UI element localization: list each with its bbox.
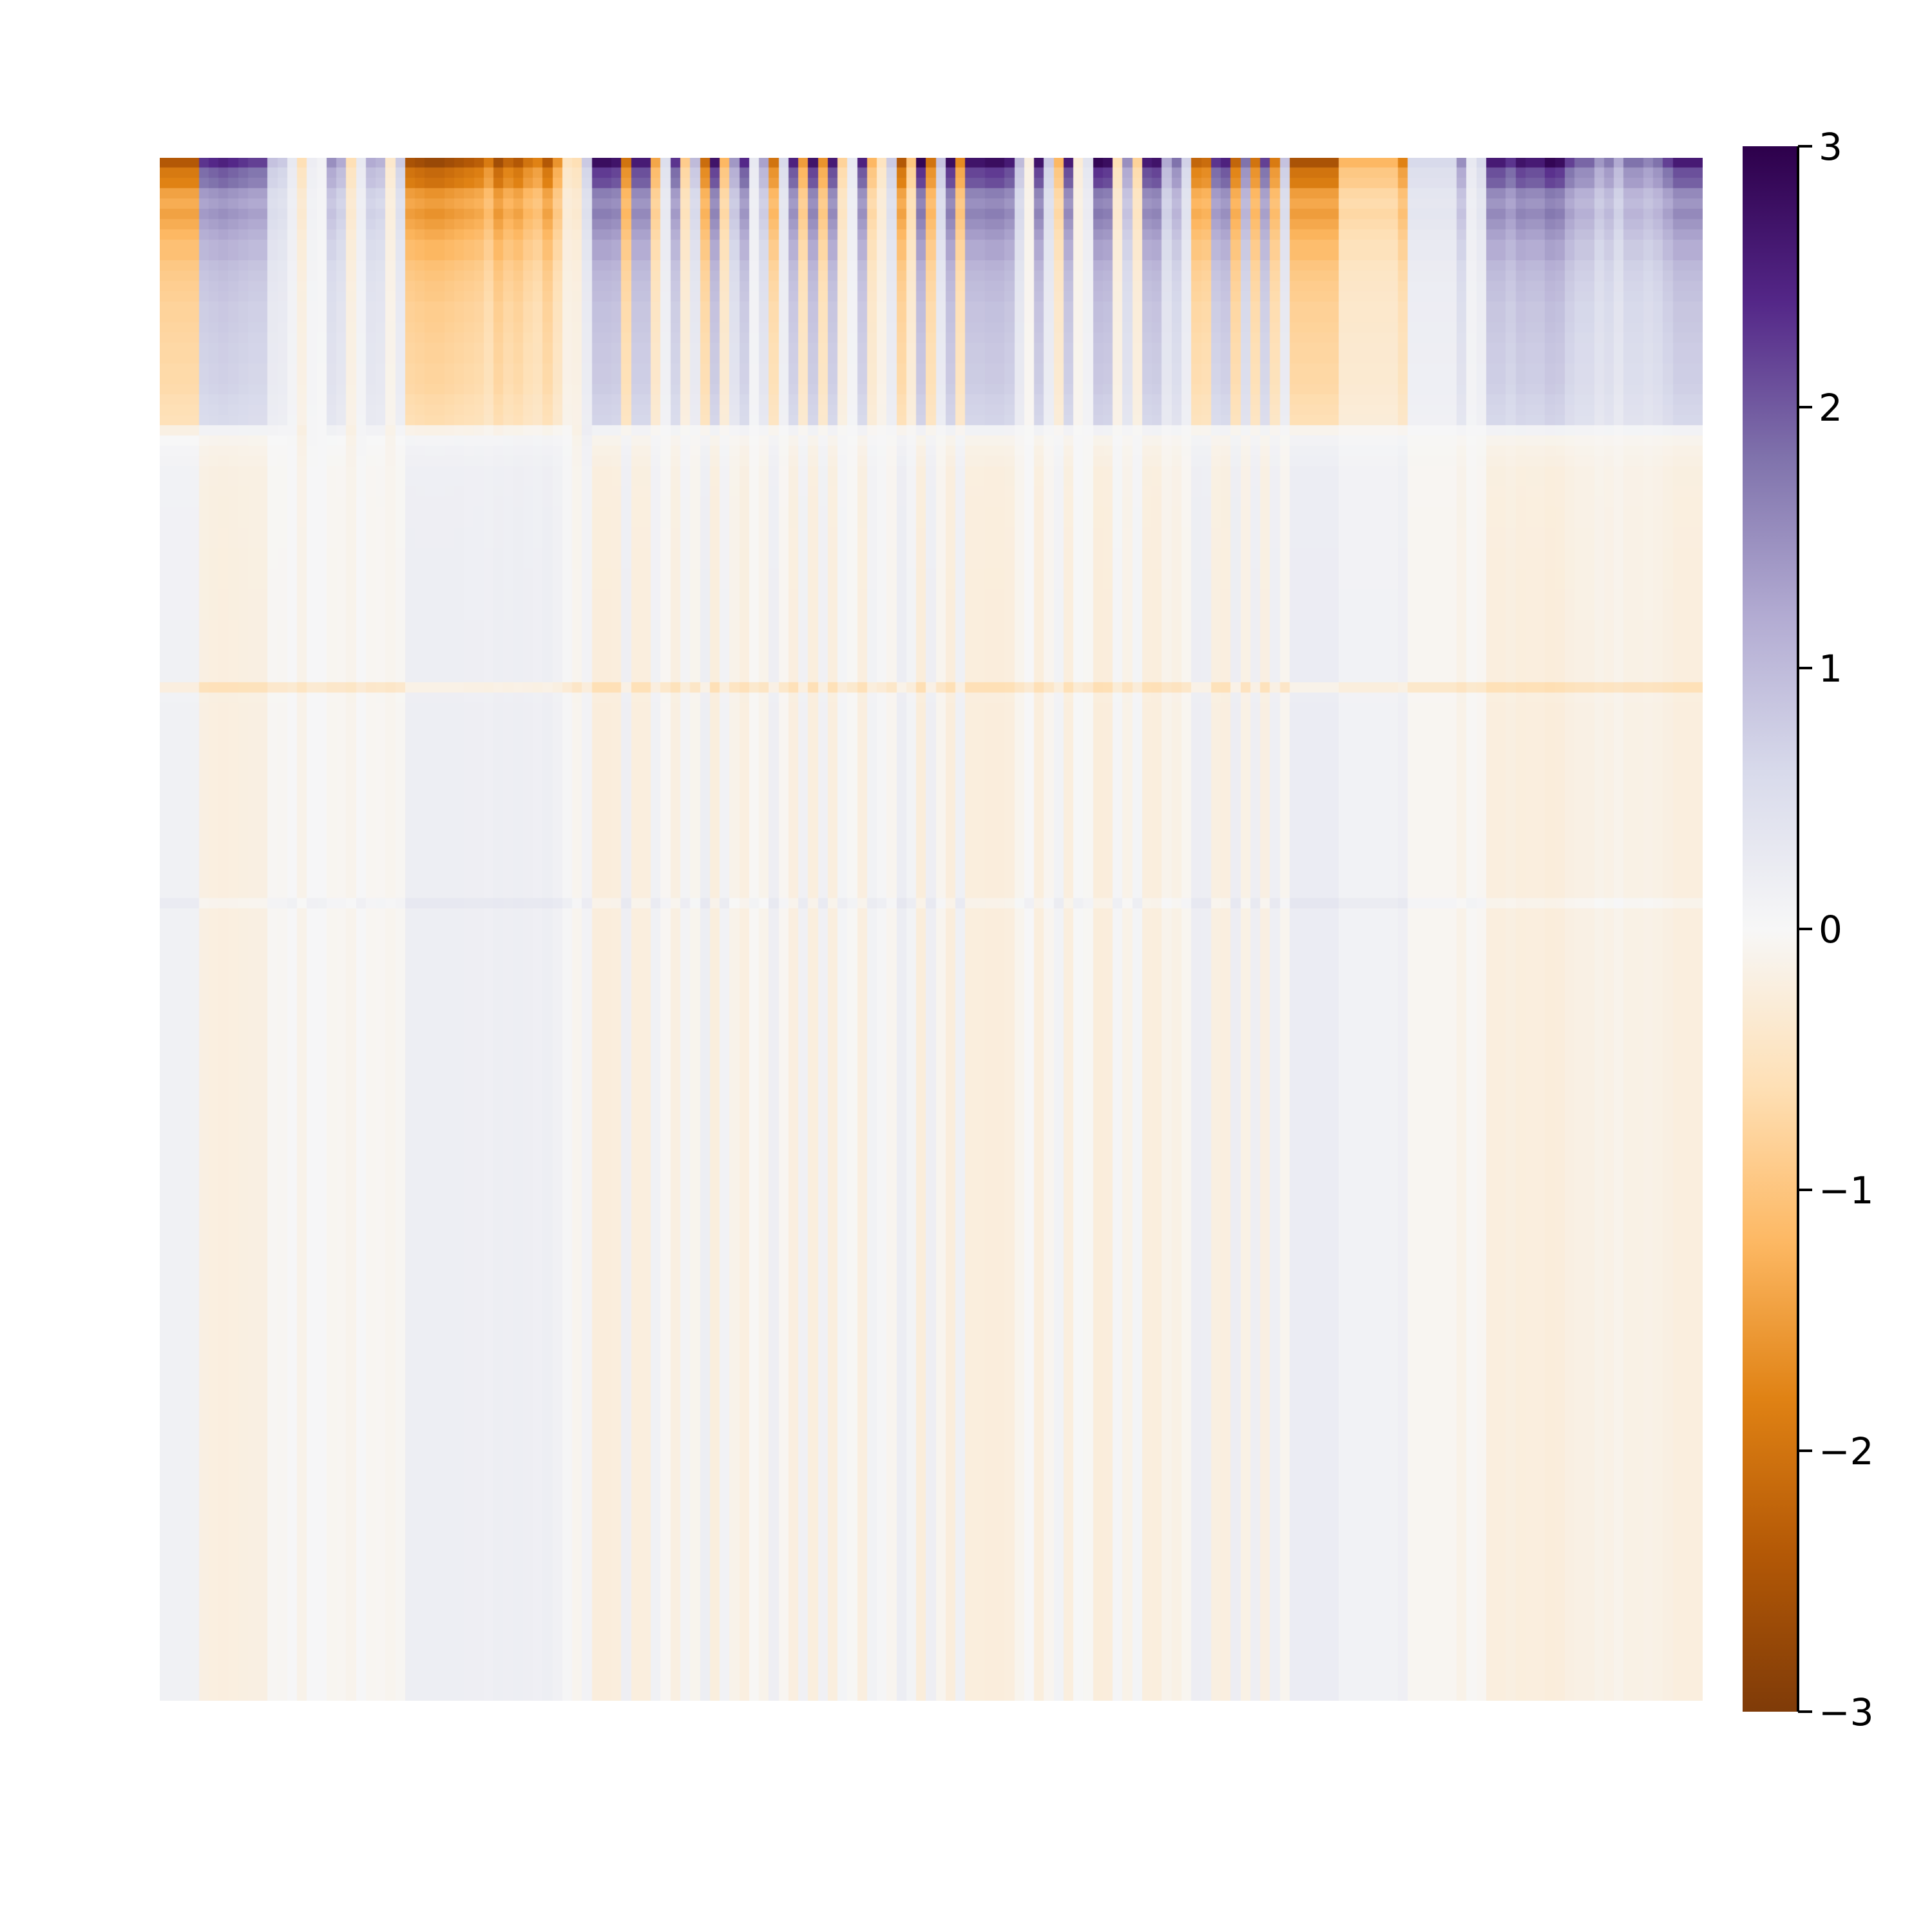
colorbar-tick-label: 0 (1819, 908, 1842, 952)
heatmap-canvas-holder (160, 158, 1703, 1701)
colorbar-gradient (1743, 146, 1798, 1712)
colorbar-tick-label: −3 (1819, 1690, 1874, 1734)
colorbar: 3 2 1 0 −1 −2 −3 (1743, 125, 1874, 1734)
colorbar-tick-label: 3 (1819, 125, 1842, 169)
colorbar-tick-label: −2 (1819, 1430, 1874, 1473)
colorbar-tick-label: 2 (1819, 386, 1842, 430)
colorbar-tick-label: −1 (1819, 1169, 1874, 1212)
heatmap-plot-area (160, 158, 1703, 1701)
heatmap-cells (160, 158, 1703, 1701)
colorbar-ticks: 3 2 1 0 −1 −2 −3 (1798, 125, 1874, 1734)
colorbar-tick-label: 1 (1819, 647, 1842, 691)
